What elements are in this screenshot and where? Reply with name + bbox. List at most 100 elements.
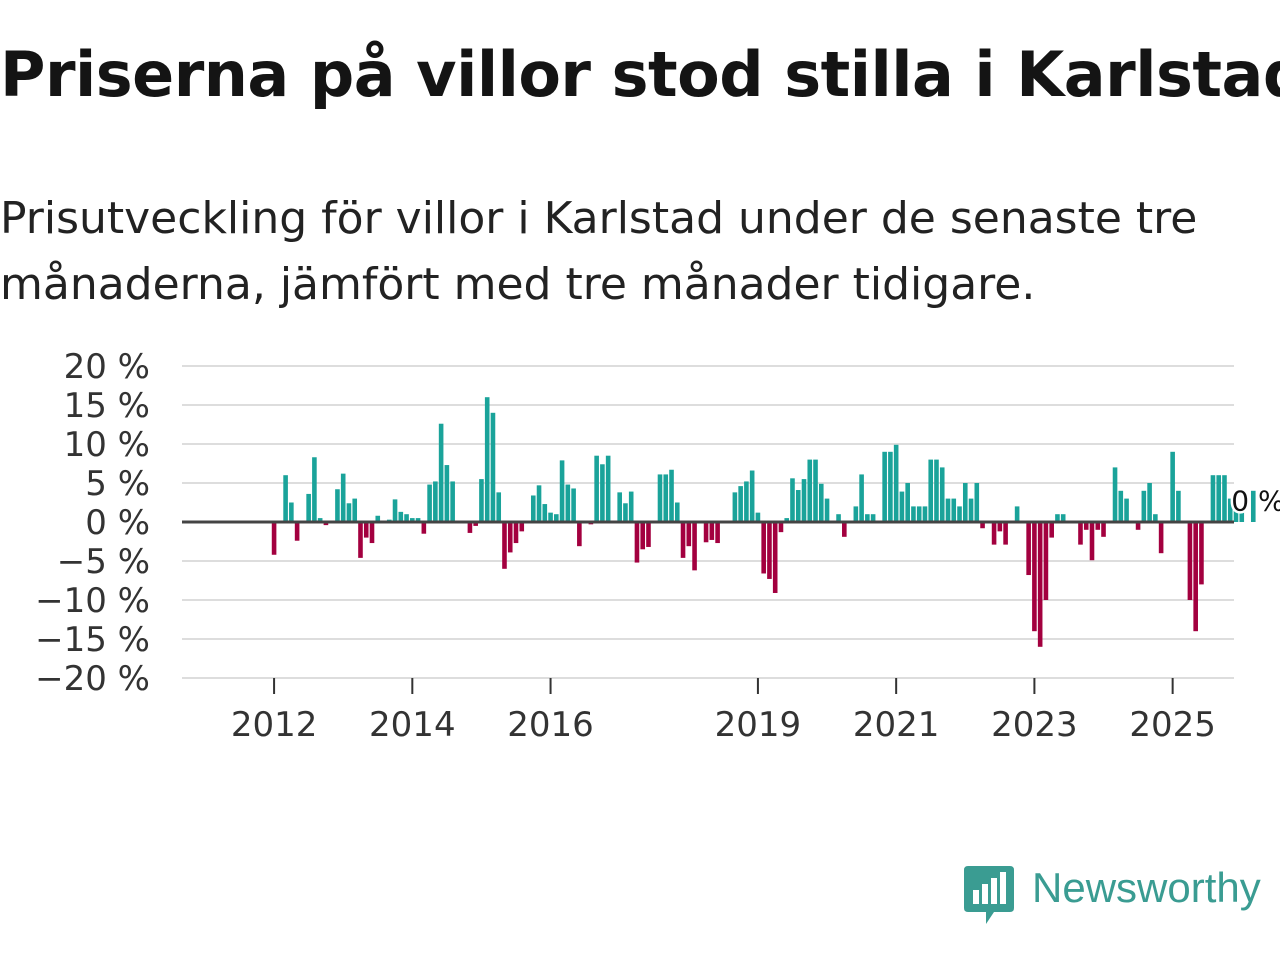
x-tick-label: 2021 [853,705,940,745]
bar [312,457,317,522]
bar [738,486,743,522]
bar [635,522,640,563]
bar [681,522,686,558]
x-tick-label: 2023 [991,705,1078,745]
bar [560,460,565,522]
bar [600,464,605,522]
bar [715,522,720,543]
bar [295,522,300,541]
bar [888,452,893,522]
bar [422,522,427,534]
bar [358,522,363,558]
bar [704,522,709,542]
bar [882,452,887,522]
bar [1211,475,1216,522]
bar [617,492,622,522]
bar [1078,522,1083,545]
bar [1170,452,1175,522]
bar [606,456,611,522]
bar [370,522,375,543]
x-tick-label: 2016 [507,705,594,745]
bar [439,424,444,522]
bar [1038,522,1043,647]
bar [687,522,692,546]
bar [1159,522,1164,553]
y-axis-ticks: 20 %15 %10 %5 %0 %−5 %−10 %−15 %−20 % [35,347,150,699]
bar [761,522,766,573]
bar [692,522,697,570]
y-tick-label: −15 % [35,620,150,660]
bar [537,485,542,522]
bar [1147,483,1152,522]
bar [445,465,450,522]
bar [496,492,501,522]
bar [1101,522,1106,537]
y-tick-label: −5 % [57,542,150,582]
bar [502,522,507,569]
chart-subtitle: Prisutveckling för villor i Karlstad und… [0,186,1240,318]
bar [577,522,582,546]
bar [1124,499,1129,522]
bar [341,474,346,522]
y-tick-label: −20 % [35,659,150,699]
bar [1193,522,1198,631]
bar [744,481,749,522]
bar [813,460,818,522]
bar [819,484,824,522]
bar [928,460,933,522]
bar [710,522,715,540]
bar [733,492,738,522]
bar [894,445,899,522]
bar [272,522,277,555]
bar [992,522,997,545]
newsworthy-logo: Newsworthy [964,864,1276,926]
bar [658,474,663,522]
bar [1119,491,1124,522]
bar [1044,522,1049,600]
bar [975,483,980,522]
bar [802,479,807,522]
bar [900,492,905,522]
bar [393,499,398,522]
bar [1113,467,1118,522]
bar [468,522,473,533]
bar [669,470,674,522]
x-axis-ticks: 2012 2014 2016 2019 2021 2023 2025 [231,678,1216,745]
bar [514,522,519,543]
bar [623,503,628,522]
bar [946,499,951,522]
bar [779,522,784,532]
bar [951,499,956,522]
bar [1142,491,1147,522]
bar [1222,475,1227,522]
bar [663,474,668,522]
bar [675,503,680,523]
bar [767,522,772,579]
bar [934,460,939,522]
bar [750,471,755,522]
x-tick-label: 2019 [715,705,802,745]
bar [629,492,634,522]
bar [1049,522,1054,538]
bar [963,483,968,522]
bar [640,522,645,549]
bar [594,456,599,522]
chart-title: Priserna på villor stod stilla i Karlsta… [0,38,1280,111]
bar [773,522,778,593]
bar [491,413,496,522]
y-tick-label: 0 % [85,503,150,543]
bar [289,503,294,523]
y-tick-label: 20 % [64,347,150,387]
bar [911,506,916,522]
annotations: 0 % [1231,485,1280,518]
bar [1176,491,1181,522]
bar [825,499,830,522]
bar [531,495,536,522]
bar [433,481,438,522]
bar [485,397,490,522]
bar [1090,522,1095,560]
bar [1216,475,1221,522]
newsworthy-logo-icon [964,866,1016,926]
bar [399,512,404,522]
bar [807,460,812,522]
